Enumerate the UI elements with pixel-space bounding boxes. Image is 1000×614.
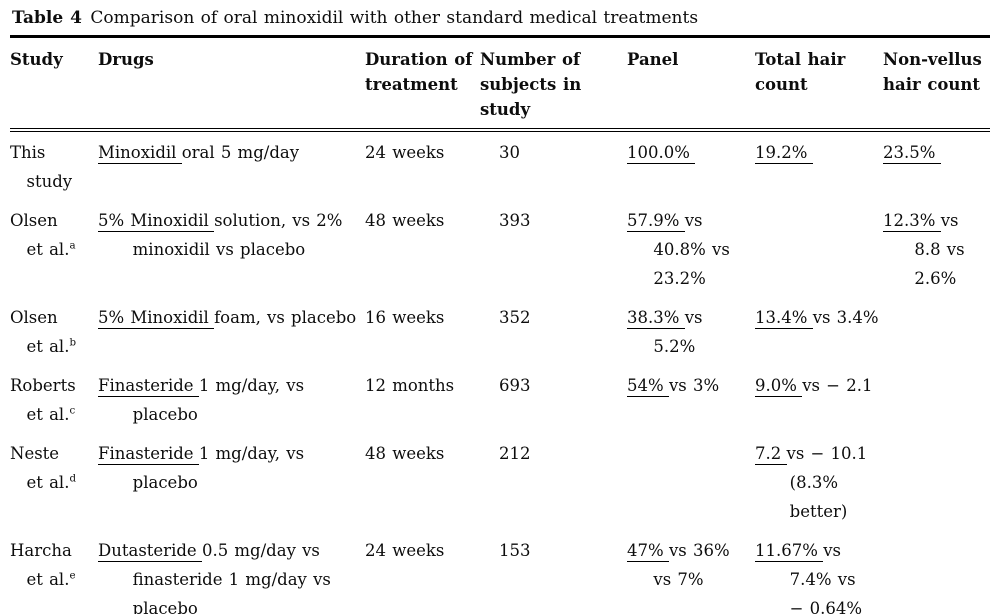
table-row: Olsen et al.b 5% Minoxidil foam, vs placeb… bbox=[10, 297, 990, 365]
underlined-link[interactable]: 23.5% bbox=[883, 143, 941, 164]
underlined-link[interactable]: Minoxidil bbox=[98, 143, 182, 164]
col-header-study: Study bbox=[10, 36, 98, 132]
cell-study: This study bbox=[10, 143, 73, 191]
cell-total-hair: 11.67% vs 7.4% vs − 0.64% bbox=[755, 541, 863, 614]
cell-duration: 48 weeks bbox=[365, 444, 445, 463]
table-header: Study Drugs Duration of treatment Number … bbox=[10, 36, 990, 132]
footnote-marker: e bbox=[69, 570, 76, 582]
cell-total-hair: 7.2 vs − 10.1 (8.3% better) bbox=[755, 444, 868, 521]
underlined-link[interactable]: 5% Minoxidil bbox=[98, 308, 215, 329]
cell-non-vellus: 12.3% vs 8.8 vs 2.6% bbox=[883, 211, 965, 288]
comparison-table: Study Drugs Duration of treatment Number … bbox=[10, 35, 990, 614]
underlined-link[interactable]: 38.3% bbox=[627, 308, 685, 329]
underlined-link[interactable]: 12.3% bbox=[883, 211, 941, 232]
cell-drugs: 5% Minoxidil foam, vs placebo bbox=[98, 308, 357, 329]
cell-total-hair bbox=[755, 200, 883, 297]
cell-panel: 38.3% vs 5.2% bbox=[627, 308, 703, 356]
cell-panel: 54% vs 3% bbox=[627, 376, 720, 397]
cell-study: Olsen et al.b bbox=[10, 308, 77, 356]
cell-duration: 24 weeks bbox=[365, 143, 445, 162]
footnote-marker: a bbox=[69, 240, 76, 252]
cell-duration: 12 months bbox=[365, 376, 455, 395]
cell-subjects: 352 bbox=[499, 308, 531, 327]
cell-drugs: Minoxidil oral 5 mg/day bbox=[98, 143, 300, 164]
cell-panel: 100.0% bbox=[627, 130, 755, 200]
cell-non-vellus: 23.5% bbox=[883, 130, 990, 200]
cell-study: Olsen et al.a bbox=[10, 211, 76, 259]
cell-non-vellus bbox=[883, 433, 990, 530]
cell-panel: 47% vs 36% vs 7% bbox=[627, 541, 730, 589]
cell-drugs: Finasteride 1 mg/day, vs placebo bbox=[98, 444, 305, 492]
cell-total-hair: 9.0% vs − 2.1 bbox=[755, 376, 873, 397]
cell-panel bbox=[627, 433, 755, 530]
underlined-link[interactable]: Dutasteride bbox=[98, 541, 202, 562]
underlined-link[interactable]: 11.67% bbox=[755, 541, 824, 562]
footnote-marker: d bbox=[69, 473, 77, 485]
col-header-panel: Panel bbox=[627, 36, 755, 132]
underlined-link[interactable]: 54% bbox=[627, 376, 669, 397]
header-row: Study Drugs Duration of treatment Number … bbox=[10, 36, 990, 132]
cell-drugs: Dutasteride 0.5 mg/day vs finasteride 1 mg… bbox=[98, 541, 331, 614]
cell-non-vellus bbox=[883, 365, 990, 433]
underlined-link[interactable]: 47% bbox=[627, 541, 669, 562]
cell-non-vellus bbox=[883, 297, 990, 365]
underlined-link[interactable]: 13.4% bbox=[755, 308, 813, 329]
table-row: Roberts et al.c Finasteride 1 mg/day, vs pl… bbox=[10, 365, 990, 433]
table-caption-label: Table 4 bbox=[12, 8, 82, 28]
underlined-link[interactable]: 19.2% bbox=[755, 143, 813, 164]
cell-non-vellus bbox=[883, 530, 990, 614]
col-header-drugs: Drugs bbox=[98, 36, 365, 132]
underlined-link[interactable]: 9.0% bbox=[755, 376, 803, 397]
cell-drugs: Finasteride 1 mg/day, vs placebo bbox=[98, 376, 305, 424]
table-caption-text: Comparison of oral minoxidil with other … bbox=[90, 8, 699, 28]
col-header-duration: Duration of treatment bbox=[365, 36, 480, 132]
cell-total-hair: 13.4% vs 3.4% bbox=[755, 308, 879, 329]
footnote-marker: c bbox=[69, 405, 76, 417]
cell-panel: 57.9% vs 40.8% vs 23.2% bbox=[627, 211, 730, 288]
table-row: Olsen et al.a 5% Minoxidil solution, vs 2%… bbox=[10, 200, 990, 297]
cell-duration: 24 weeks bbox=[365, 541, 445, 560]
table-row: Harcha et al.e Dutasteride 0.5 mg/day vs fi… bbox=[10, 530, 990, 614]
underlined-link[interactable]: 57.9% bbox=[627, 211, 685, 232]
col-header-subjects: Number of subjects in study bbox=[480, 36, 627, 132]
table-body: This study Minoxidil oral 5 mg/day 24 week… bbox=[10, 130, 990, 614]
cell-duration: 16 weeks bbox=[365, 308, 445, 327]
col-header-total-hair: Total hair count bbox=[755, 36, 883, 132]
underlined-link[interactable]: 7.2 bbox=[755, 444, 787, 465]
cell-duration: 48 weeks bbox=[365, 211, 445, 230]
footnote-marker: b bbox=[69, 337, 77, 349]
cell-subjects: 693 bbox=[499, 376, 531, 395]
cell-study: Roberts et al.c bbox=[10, 376, 76, 424]
cell-drugs: 5% Minoxidil solution, vs 2% minoxidil vs … bbox=[98, 211, 343, 259]
cell-subjects: 393 bbox=[499, 211, 531, 230]
underlined-link[interactable]: 5% Minoxidil bbox=[98, 211, 215, 232]
underlined-link[interactable]: Finasteride bbox=[98, 444, 199, 465]
cell-study: Neste et al.d bbox=[10, 444, 77, 492]
cell-study: Harcha et al.e bbox=[10, 541, 76, 589]
table-row: Neste et al.d Finasteride 1 mg/day, vs plac… bbox=[10, 433, 990, 530]
col-header-non-vellus: Non-vellus hair count bbox=[883, 36, 990, 132]
table-row: This study Minoxidil oral 5 mg/day 24 week… bbox=[10, 130, 990, 200]
underlined-link[interactable]: Finasteride bbox=[98, 376, 199, 397]
cell-subjects: 212 bbox=[499, 444, 531, 463]
cell-total-hair: 19.2% bbox=[755, 130, 883, 200]
underlined-link[interactable]: 100.0% bbox=[627, 143, 696, 164]
cell-subjects: 153 bbox=[499, 541, 531, 560]
cell-subjects: 30 bbox=[499, 143, 520, 162]
table-caption: Table 4 Comparison of oral minoxidil with… bbox=[12, 8, 990, 28]
